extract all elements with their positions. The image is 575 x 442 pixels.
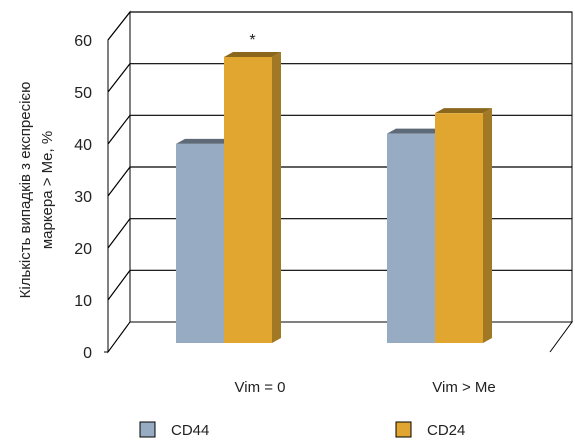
gridline-side-20 [107, 218, 131, 249]
y-tick-label-50: 50 [74, 85, 92, 102]
y-axis-label-line-2: маркера > Me, % [39, 131, 56, 249]
bar-side [483, 108, 492, 343]
gridline-side-10 [107, 269, 131, 301]
x-category-label-1: Vim = 0 [235, 379, 286, 396]
y-axis-label-line-1: Кількість випадків з експресією [17, 82, 34, 299]
floor [107, 321, 573, 353]
legend-label: CD44 [171, 422, 209, 439]
y-tick-label-20: 20 [74, 241, 92, 258]
bar-top [224, 52, 281, 57]
legend-swatch [395, 421, 412, 438]
significance-marker: * [249, 32, 255, 49]
bar-cd24-2 [435, 108, 492, 343]
y-tick-label-40: 40 [74, 137, 92, 154]
gridline-side-50 [107, 63, 131, 93]
bar-top [387, 128, 444, 134]
legend-swatch [139, 421, 156, 438]
gridline-side-40 [107, 114, 131, 145]
bar-front [435, 113, 483, 343]
gridline-side-30 [107, 166, 131, 197]
bar-top [435, 108, 492, 114]
y-tick-label-0: 0 [83, 345, 92, 362]
bar-cd24-1 [224, 52, 281, 343]
bar-front [387, 133, 435, 343]
bar-front [176, 143, 224, 343]
legend-label: CD24 [427, 422, 465, 439]
y-tick-label-10: 10 [74, 293, 92, 310]
x-category-label-2: Vim > Me [432, 379, 496, 396]
y-tick-label-30: 30 [74, 189, 92, 206]
bar-top [176, 138, 233, 144]
y-tick-label-60: 60 [74, 33, 92, 50]
gridline-side-60 [107, 11, 131, 41]
bar-front [224, 57, 272, 343]
legend-item-cd44: CD44 [139, 421, 209, 439]
legend-item-cd24: CD24 [395, 421, 465, 439]
bar-side [272, 52, 281, 343]
